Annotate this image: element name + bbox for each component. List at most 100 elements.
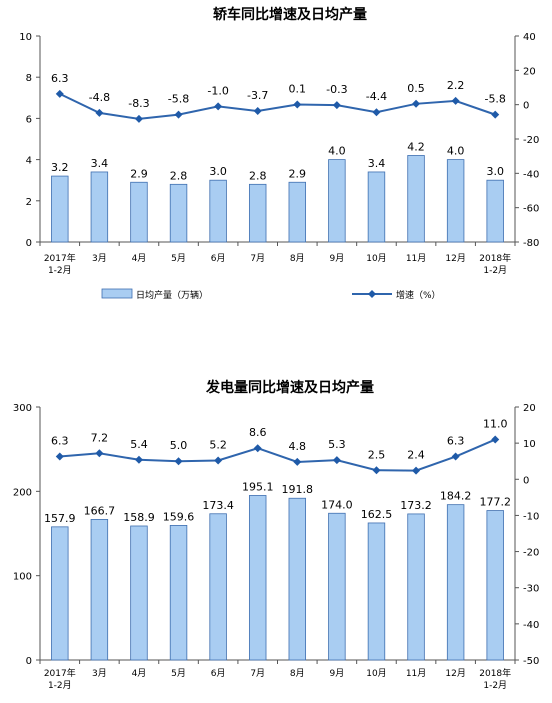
power-growth-point [214, 456, 223, 465]
power-left-tick-label: 0 [26, 656, 32, 667]
power-x-tick-label: 10月 [366, 668, 386, 679]
car-x-tick-label: 3月 [92, 253, 107, 264]
car-right-tick-label: -80 [523, 238, 539, 249]
car-growth-point [451, 96, 460, 105]
car-growth-point [293, 100, 302, 109]
car-x-tick-label: 6月 [211, 253, 226, 264]
car-legend-bar-swatch [101, 288, 133, 299]
power-growth-label: 8.6 [249, 426, 267, 439]
car-left-tick-label: 10 [19, 32, 32, 43]
car-bar-label: 2.8 [170, 169, 188, 182]
power-growth-label: 11.0 [483, 418, 508, 431]
power-x-tick-label: 5月 [171, 668, 186, 679]
car-left-tick-label: 0 [26, 238, 32, 249]
car-bar-label: 4.0 [328, 145, 346, 158]
car-x-tick-label: 1-2月 [48, 265, 72, 276]
car-growth-label: 0.5 [407, 82, 425, 95]
power-right-tick-label: -20 [523, 548, 539, 559]
power-growth-point [134, 455, 143, 464]
power-bar [169, 525, 188, 661]
car-bar [130, 181, 148, 243]
power-growth-point [55, 452, 64, 461]
power-right-tick-label: 20 [523, 403, 536, 414]
power-x-tick-label: 1-2月 [483, 680, 507, 691]
power-bar [288, 497, 307, 661]
power-growth-label: 2.4 [407, 449, 425, 462]
power-x-tick-label: 2018年 [479, 667, 511, 679]
car-bar-label: 3.0 [209, 165, 227, 178]
car-left-tick-label: 6 [26, 114, 32, 125]
car-growth-label: -8.3 [128, 97, 149, 110]
car-growth-label: -5.8 [168, 93, 189, 106]
power-right-tick-label: -40 [523, 620, 539, 631]
car-growth-point [55, 89, 64, 98]
power-x-tick-label: 6月 [211, 668, 226, 679]
car-chart: 轿车同比增速及日均产量 0 2 4 6 8 10 -80 -60 -40 -20 0 20 40 2017… [19, 6, 539, 301]
car-bar-label: 2.8 [249, 169, 267, 182]
car-bar-label: 3.0 [486, 165, 504, 178]
car-growth-point [332, 101, 341, 110]
power-bar-label: 166.7 [84, 504, 116, 517]
car-growth-label: -4.8 [89, 91, 110, 104]
power-x-tick-label: 1-2月 [48, 680, 72, 691]
power-growth-label: 5.0 [170, 439, 188, 452]
car-growth-label: -5.8 [484, 93, 505, 106]
power-right-tick-label: -30 [523, 584, 539, 595]
power-bar [328, 512, 346, 661]
car-right-tick-label: -40 [523, 169, 539, 180]
power-bar [407, 513, 425, 661]
power-x-tick-label: 7月 [250, 668, 265, 679]
power-growth-point [332, 456, 341, 465]
car-x-tick-label: 2018年 [479, 252, 511, 264]
power-x-tick-label: 8月 [290, 668, 305, 679]
power-x-tick-label: 4月 [132, 668, 147, 679]
car-x-tick-label: 7月 [250, 253, 265, 264]
car-growth-point [134, 114, 143, 123]
power-left-tick-label: 100 [13, 572, 32, 583]
car-x-tick-label: 4月 [132, 253, 147, 264]
car-bar [288, 181, 307, 243]
power-x-tick-label: 2017年 [44, 667, 76, 679]
car-x-tick-label: 12月 [445, 253, 465, 264]
power-bar-label: 174.0 [321, 498, 353, 511]
car-x-tick-label: 10月 [366, 253, 386, 264]
car-growth-point [412, 99, 421, 108]
car-growth-point [174, 110, 183, 119]
car-bar [90, 171, 109, 243]
power-right-tick-label: -50 [523, 656, 539, 667]
car-growth-label: -3.7 [247, 89, 268, 102]
power-growth-point [451, 452, 460, 461]
power-bar [209, 513, 227, 661]
car-right-tick-label: 0 [523, 101, 529, 112]
power-chart-title: 发电量同比增速及日均产量 [205, 379, 374, 396]
power-bar-label: 173.2 [400, 499, 432, 512]
power-growth-label: 7.2 [91, 431, 109, 444]
car-growth-point [214, 102, 223, 111]
car-x-tick-label: 9月 [330, 253, 345, 264]
car-growth-label: 6.3 [51, 72, 69, 85]
power-growth-point [412, 466, 421, 475]
power-bar [486, 510, 504, 661]
car-growth-label: 0.1 [289, 82, 307, 95]
power-bar-label: 158.9 [123, 511, 155, 524]
car-bar [248, 183, 267, 243]
power-bar [90, 519, 109, 661]
car-right-tick-label: 20 [523, 66, 536, 77]
car-bar-label: 3.4 [91, 157, 109, 170]
car-legend-line-label: 增速（%） [396, 289, 441, 301]
car-growth-point [491, 110, 500, 119]
car-bar-label: 2.9 [289, 167, 307, 180]
power-growth-label: 4.8 [289, 440, 307, 453]
car-bar [169, 183, 188, 243]
power-bar [446, 504, 465, 661]
power-left-tick-label: 200 [13, 487, 32, 498]
power-bar-label: 184.2 [440, 490, 472, 503]
car-legend-bar-label: 日均产量（万辆） [136, 289, 208, 301]
car-growth-point [372, 108, 381, 117]
power-bar-label: 191.8 [282, 483, 314, 496]
power-x-tick-label: 9月 [330, 668, 345, 679]
power-bar-label: 159.6 [163, 510, 195, 523]
power-bar-label: 162.5 [361, 508, 393, 521]
car-right-tick-label: 40 [523, 32, 536, 43]
car-bar [209, 179, 227, 243]
